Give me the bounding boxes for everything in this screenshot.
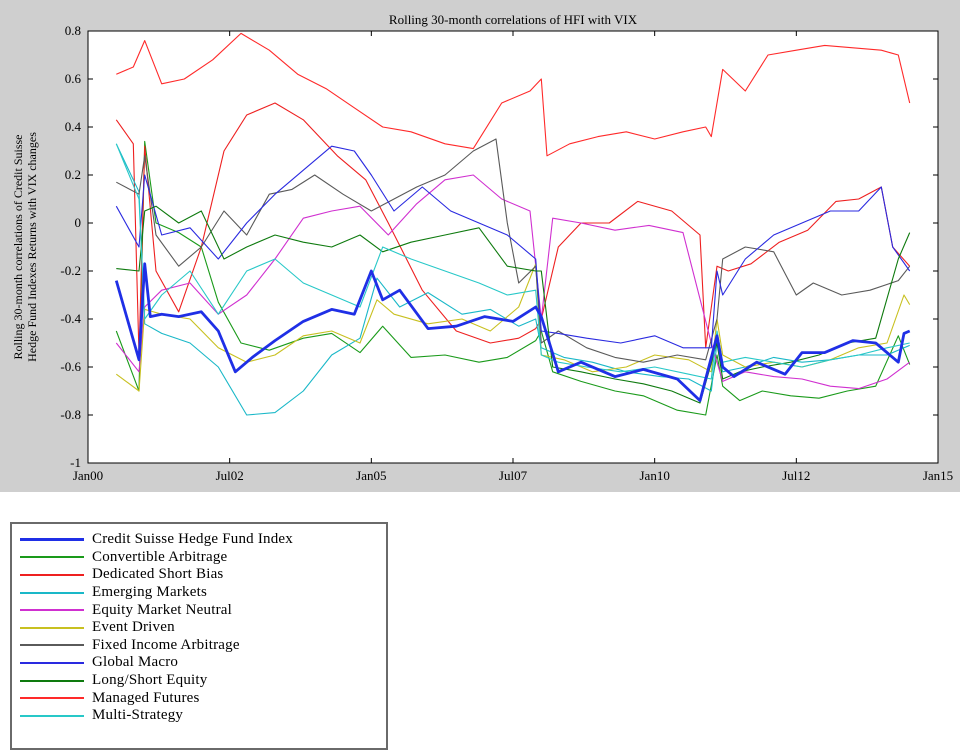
legend-swatch	[20, 679, 84, 682]
series-line-long-short-equity	[116, 205, 911, 404]
series-layer	[114, 32, 911, 416]
legend-swatch	[20, 714, 84, 717]
plot-area	[87, 30, 939, 464]
y-axis-label-line-1: Rolling 30-month correlations of Credit …	[11, 135, 25, 360]
chart-legend: Credit Suisse Hedge Fund Index Convertibl…	[10, 522, 388, 750]
legend-swatch	[20, 661, 84, 664]
legend-label: Equity Market Neutral	[92, 601, 232, 618]
legend-swatch	[20, 609, 84, 612]
y-tick-label: -0.6	[60, 359, 81, 374]
legend-swatch	[20, 626, 84, 629]
series-line-multi-strategy	[115, 143, 910, 380]
line-chart: Jan00 Jul02 Jan05 Jul07 Jan10 Jul12 Jan15 -1 -0.…	[11, 12, 953, 483]
legend-label: Multi-Strategy	[92, 707, 184, 724]
y-tick-label: -0.4	[60, 311, 81, 326]
legend-item-dedicated-short-bias: Dedicated Short Bias	[20, 566, 386, 584]
x-tick-label: Jul07	[499, 468, 528, 483]
series-line-fixed-income-arbitrage	[116, 138, 911, 363]
x-tick-label: Jul12	[782, 468, 810, 483]
legend-item-credit-suisse-hedge-fund-index: Credit Suisse Hedge Fund Index	[20, 531, 386, 549]
legend-swatch	[20, 697, 84, 700]
legend-item-equity-market-neutral: Equity Market Neutral	[20, 601, 386, 619]
legend-item-long-short-equity: Long/Short Equity	[20, 672, 386, 690]
legend-item-managed-futures: Managed Futures	[20, 689, 386, 707]
y-tick-label: 0.4	[65, 119, 82, 134]
series-line-credit-suisse-hedge-fund-index	[114, 262, 911, 403]
y-axis-label: Rolling 30-month correlations of Credit …	[11, 132, 39, 362]
x-tick-label: Jan15	[923, 468, 953, 483]
legend-label: Convertible Arbitrage	[92, 548, 228, 565]
y-tick-label: 0.2	[65, 167, 81, 182]
figure-area: Jan00 Jul02 Jan05 Jul07 Jan10 Jul12 Jan15 -1 -0.…	[0, 0, 960, 492]
legend-label: Global Macro	[92, 654, 179, 671]
y-axis-label-line-2: Hedge Fund Indexes Returns with VIX chan…	[25, 132, 39, 362]
legend-item-multi-strategy: Multi-Strategy	[20, 707, 386, 725]
legend-label: Long/Short Equity	[92, 672, 208, 689]
legend-swatch	[20, 644, 84, 647]
y-tick-label: -1	[70, 455, 81, 470]
series-line-convertible-arbitrage	[115, 140, 911, 416]
y-tick-label: 0.8	[65, 23, 81, 38]
y-tick-label: -0.2	[60, 263, 81, 278]
legend-label: Credit Suisse Hedge Fund Index	[92, 531, 293, 548]
series-line-managed-futures	[116, 32, 911, 157]
legend-swatch	[20, 573, 84, 576]
axes-layer: Jan00 Jul02 Jan05 Jul07 Jan10 Jul12 Jan15 -1 -0.…	[60, 23, 953, 483]
legend-label: Dedicated Short Bias	[92, 566, 224, 583]
x-tick-label: Jul02	[216, 468, 244, 483]
legend-item-fixed-income-arbitrage: Fixed Income Arbitrage	[20, 637, 386, 655]
x-tick-label: Jan00	[73, 468, 103, 483]
legend-item-event-driven: Event Driven	[20, 619, 386, 637]
legend-item-global-macro: Global Macro	[20, 654, 386, 672]
y-tick-label: 0	[75, 215, 82, 230]
x-tick-label: Jan05	[356, 468, 386, 483]
legend-swatch	[20, 591, 84, 594]
legend-item-convertible-arbitrage: Convertible Arbitrage	[20, 549, 386, 567]
legend-label: Fixed Income Arbitrage	[92, 636, 240, 653]
legend-label: Managed Futures	[92, 689, 200, 706]
x-tick-label: Jan10	[639, 468, 669, 483]
legend-item-emerging-markets: Emerging Markets	[20, 584, 386, 602]
y-tick-label: -0.8	[60, 407, 81, 422]
chart-title: Rolling 30-month correlations of HFI wit…	[389, 12, 638, 27]
legend-label: Emerging Markets	[92, 584, 207, 601]
series-line-global-macro	[115, 145, 911, 349]
series-line-equity-market-neutral	[115, 174, 911, 390]
legend-swatch	[20, 556, 84, 559]
legend-label: Event Driven	[92, 619, 175, 636]
legend-swatch	[20, 538, 84, 542]
y-tick-label: 0.6	[65, 71, 82, 86]
